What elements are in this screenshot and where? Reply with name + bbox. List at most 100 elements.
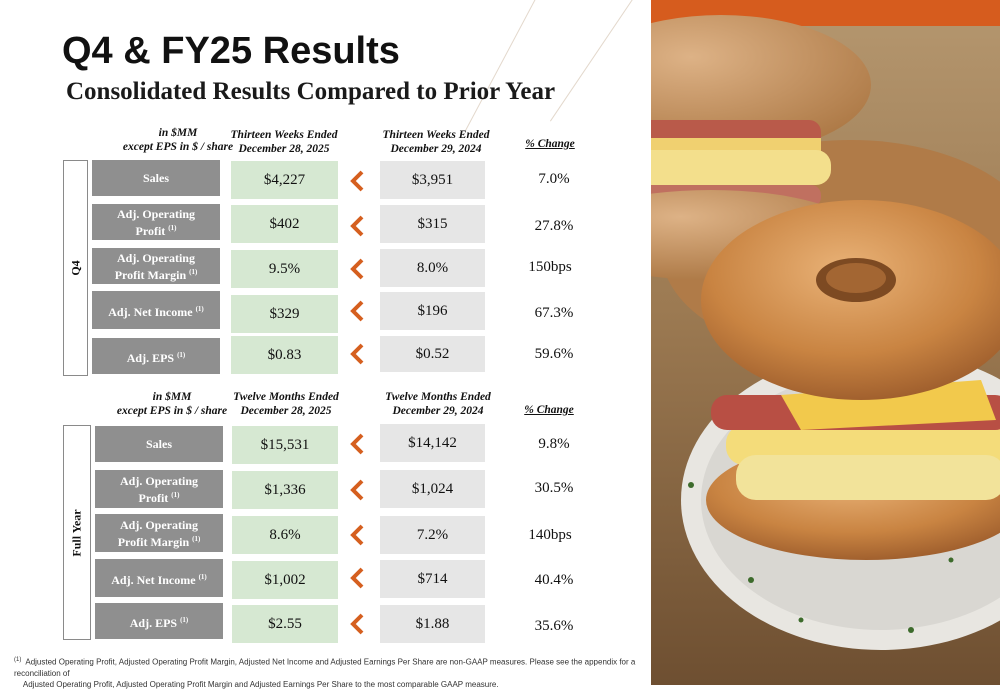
comparison-arrow-icon bbox=[350, 613, 364, 635]
page-title: Q4 & FY25 Results bbox=[62, 30, 400, 72]
q4-current-adj-operating-profit-margin: 9.5% bbox=[231, 250, 338, 288]
prior-header-line2: December 29, 2024 bbox=[390, 143, 482, 155]
comparison-arrow-icon bbox=[350, 215, 364, 237]
q4-prior-adj-operating-profit: $315 bbox=[380, 205, 485, 243]
q4-change-adj-net-income: 67.3% bbox=[534, 305, 574, 321]
current-header-line2: December 28, 2025 bbox=[240, 405, 332, 417]
comparison-arrow-icon bbox=[350, 258, 364, 280]
fy-change-sales: 9.8% bbox=[538, 436, 570, 452]
q4-prior-adj-eps: $0.52 bbox=[380, 336, 485, 372]
metric-label: Profit bbox=[138, 490, 169, 505]
fy-prior-sales: $14,142 bbox=[380, 424, 485, 462]
q4-current-adj-net-income: $329 bbox=[231, 295, 338, 333]
metric-label: Adj. EPS bbox=[129, 615, 178, 630]
footnote-marker: (1) bbox=[171, 490, 180, 499]
fy-current-period-header: Twelve Months Ended December 28, 2025 bbox=[226, 390, 346, 418]
comparison-arrow-icon bbox=[350, 300, 364, 322]
fy-metric-adj-operating-profit: Adj. Operating Profit (1) bbox=[95, 470, 223, 508]
footnote-marker: (1) bbox=[189, 267, 198, 276]
fy-current-adj-operating-profit-margin: 8.6% bbox=[232, 516, 338, 554]
comparison-arrow-icon bbox=[350, 170, 364, 192]
fy-metric-adj-net-income: Adj. Net Income (1) bbox=[95, 559, 223, 597]
fy-unit-header: in $MM except EPS in $ / share bbox=[86, 390, 258, 418]
footnote-marker: (1) bbox=[198, 572, 207, 581]
q4-change-adj-eps: 59.6% bbox=[534, 346, 574, 362]
fy-section-label: Full Year bbox=[69, 508, 84, 557]
fy-change-adj-eps: 35.6% bbox=[534, 618, 574, 634]
q4-current-adj-eps: $0.83 bbox=[231, 336, 338, 374]
footnote-marker: (1) bbox=[177, 350, 186, 359]
decorative-line bbox=[549, 0, 646, 122]
decorative-line bbox=[465, 0, 546, 131]
comparison-arrow-icon bbox=[350, 433, 364, 455]
q4-change-adj-operating-profit-margin: 150bps bbox=[528, 259, 572, 275]
q4-prior-period-header: Thirteen Weeks Ended December 29, 2024 bbox=[372, 128, 500, 156]
fy-section-label-box: Full Year bbox=[63, 425, 91, 640]
q4-metric-sales: Sales bbox=[92, 160, 220, 196]
page-subtitle: Consolidated Results Compared to Prior Y… bbox=[66, 78, 556, 105]
fy-change-adj-net-income: 40.4% bbox=[534, 572, 574, 588]
fy-prior-adj-operating-profit-margin: 7.2% bbox=[380, 516, 485, 554]
current-header-line2: December 28, 2025 bbox=[238, 143, 330, 155]
footnote-marker: (1) bbox=[168, 223, 177, 232]
footnote-marker: (1) bbox=[192, 534, 201, 543]
fy-current-sales: $15,531 bbox=[232, 426, 338, 464]
comparison-arrow-icon bbox=[350, 524, 364, 546]
footnote-line1: Adjusted Operating Profit, Adjusted Oper… bbox=[14, 657, 636, 678]
fy-current-adj-operating-profit: $1,336 bbox=[232, 471, 338, 509]
metric-label: Sales bbox=[142, 171, 169, 185]
fy-change-header: % Change bbox=[524, 404, 574, 416]
comparison-arrow-icon bbox=[350, 343, 364, 365]
fy-prior-adj-eps: $1.88 bbox=[380, 605, 485, 643]
q4-section-label: Q4 bbox=[68, 260, 82, 276]
footnote-marker: (1) bbox=[195, 304, 204, 313]
comparison-arrow-icon bbox=[350, 479, 364, 501]
q4-current-adj-operating-profit: $402 bbox=[231, 205, 338, 243]
fy-metric-sales: Sales bbox=[95, 426, 223, 462]
footnote-line2: Adjusted Operating Profit, Adjusted Oper… bbox=[22, 679, 499, 689]
fy-change-adj-operating-profit-margin: 140bps bbox=[528, 527, 572, 543]
q4-current-sales: $4,227 bbox=[231, 161, 338, 199]
prior-header-line1: Thirteen Weeks Ended bbox=[382, 129, 490, 141]
fy-current-adj-eps: $2.55 bbox=[232, 605, 338, 643]
fy-change-adj-operating-profit: 30.5% bbox=[534, 480, 574, 496]
metric-label: Profit Margin bbox=[117, 534, 190, 549]
fy-current-adj-net-income: $1,002 bbox=[232, 561, 338, 599]
fy-metric-adj-eps: Adj. EPS (1) bbox=[95, 603, 223, 639]
q4-change-header: % Change bbox=[525, 138, 575, 150]
prior-header-line2: December 29, 2024 bbox=[392, 405, 484, 417]
metric-label: Adj. Operating bbox=[120, 473, 198, 488]
footnote-marker: (1) bbox=[180, 615, 189, 624]
q4-prior-sales: $3,951 bbox=[380, 161, 485, 199]
metric-label: Profit bbox=[135, 223, 166, 238]
q4-metric-adj-operating-profit: Adj. Operating Profit (1) bbox=[92, 204, 220, 240]
metric-label: Adj. Operating bbox=[117, 206, 195, 221]
metric-label: Profit Margin bbox=[114, 267, 187, 282]
fy-metric-adj-operating-profit-margin: Adj. Operating Profit Margin (1) bbox=[95, 514, 223, 552]
prior-header-line1: Twelve Months Ended bbox=[385, 391, 491, 403]
q4-metric-adj-net-income: Adj. Net Income (1) bbox=[92, 291, 220, 329]
unit-header-line1: in $MM bbox=[158, 127, 198, 139]
footnote: (1) Adjusted Operating Profit, Adjusted … bbox=[14, 655, 644, 690]
fy-prior-adj-net-income: $714 bbox=[380, 560, 485, 598]
metric-label: Adj. EPS bbox=[126, 350, 175, 365]
q4-current-period-header: Thirteen Weeks Ended December 28, 2025 bbox=[224, 128, 344, 156]
metric-label: Adj. Net Income bbox=[111, 572, 196, 587]
fy-prior-period-header: Twelve Months Ended December 29, 2024 bbox=[374, 390, 502, 418]
q4-prior-adj-net-income: $196 bbox=[380, 292, 485, 330]
q4-change-sales: 7.0% bbox=[538, 171, 570, 187]
metric-label: Sales bbox=[145, 437, 172, 451]
q4-change-adj-operating-profit: 27.8% bbox=[534, 218, 574, 234]
comparison-arrow-icon bbox=[350, 567, 364, 589]
donut-breakfast-sandwich-photo bbox=[651, 0, 1000, 685]
current-header-line1: Twelve Months Ended bbox=[233, 391, 339, 403]
metric-label: Adj. Operating bbox=[119, 517, 198, 532]
q4-section-label-box: Q4 bbox=[63, 160, 88, 376]
unit-header-line1: in $MM bbox=[152, 391, 192, 403]
unit-header-line2: except EPS in $ / share bbox=[116, 405, 228, 417]
q4-metric-adj-eps: Adj. EPS (1) bbox=[92, 338, 220, 374]
current-header-line1: Thirteen Weeks Ended bbox=[230, 129, 338, 141]
footnote-marker: (1) bbox=[14, 657, 22, 663]
q4-unit-header: in $MM except EPS in $ / share bbox=[92, 126, 264, 154]
metric-label: Adj. Operating bbox=[116, 250, 195, 265]
